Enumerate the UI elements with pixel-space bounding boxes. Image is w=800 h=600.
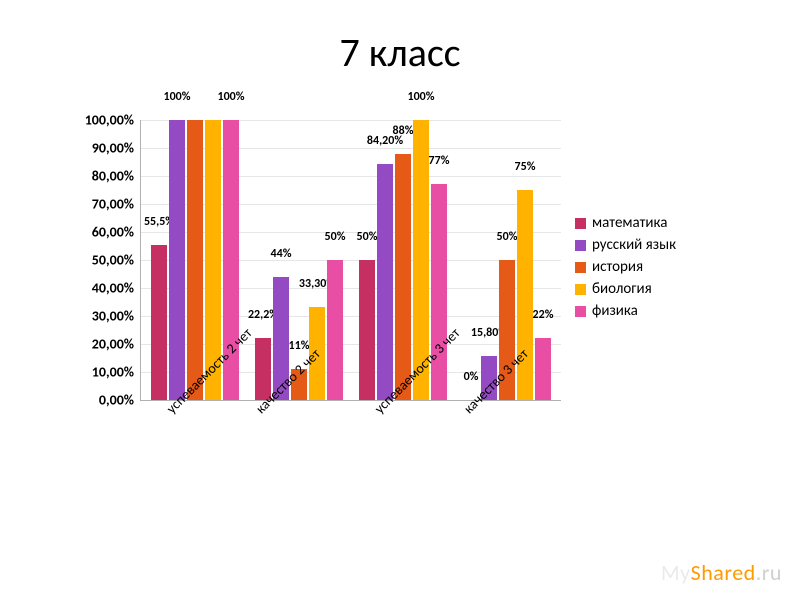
legend-label: русский язык [592,236,676,254]
y-tick-label: 60,00% [92,224,134,241]
bar-value-label: 77% [429,154,450,168]
bar-russian [169,120,185,400]
bar-physics [431,184,447,400]
y-tick-label: 10,00% [92,364,134,381]
bar-history [187,120,203,400]
plot-area: 55,5%100%100%22,2%44%11%33,30%50%50%84,2… [140,120,561,401]
bar-russian [377,164,393,400]
x-axis-labels: успеваемость 2 четкачество 2 четуспеваем… [140,405,560,535]
chart: 0,00% 10,00% 20,00% 30,00% 40,00% 50,00% 60,00… [60,120,740,550]
legend-swatch [575,306,586,317]
bar-value-label: 88% [393,124,414,138]
y-tick-label: 20,00% [92,336,134,353]
legend-swatch [575,262,586,273]
bar-value-label: 75% [515,160,536,174]
bar-value-label: 44% [271,247,292,261]
y-tick-label: 40,00% [92,280,134,297]
legend-item-physics: физика [575,302,676,320]
y-tick-label: 50,00% [92,252,134,269]
legend-item-math: математика [575,214,676,232]
legend: математика русский язык история биология физ… [575,210,676,324]
legend-label: физика [592,302,638,320]
bar-value-label: 50% [325,230,346,244]
bar-physics [327,260,343,400]
legend-swatch [575,218,586,229]
bar-value-label: 0% [464,370,479,384]
bar-value-label: 100% [164,90,191,104]
watermark-suffix: .ru [756,559,782,586]
bar-value-label: 50% [357,230,378,244]
y-tick-label: 70,00% [92,196,134,213]
bar-value-label: 100% [218,90,245,104]
bar-math [151,245,167,400]
legend-swatch [575,284,586,295]
y-axis: 0,00%10,00%20,00%30,00%40,00%50,00%60,00… [60,120,138,400]
slide-title: 7 класс [0,28,800,77]
legend-item-biology: биология [575,280,676,298]
bar-math [359,260,375,400]
bar-history [395,154,411,400]
bar-physics [535,338,551,400]
bar-value-label: 22% [533,308,554,322]
legend-label: математика [592,214,667,232]
legend-item-russian: русский язык [575,236,676,254]
y-tick-label: 90,00% [92,140,134,157]
slide: 7 класс 0,00% 10,00% 20,00% 30,00% 40,00% 50,… [0,0,800,600]
legend-label: история [592,258,643,276]
legend-item-history: история [575,258,676,276]
y-tick-label: 80,00% [92,168,134,185]
watermark-prefix: My [661,559,691,586]
watermark-highlight: Shared [691,559,756,586]
legend-label: биология [592,280,652,298]
bar-value-label: 100% [408,90,435,104]
watermark: MyShared.ru [661,559,782,586]
y-tick-label: 100,00% [85,112,134,129]
y-tick-label: 30,00% [92,308,134,325]
bar-value-label: 50% [497,230,518,244]
y-tick-label: 0,00% [99,392,134,409]
legend-swatch [575,240,586,251]
